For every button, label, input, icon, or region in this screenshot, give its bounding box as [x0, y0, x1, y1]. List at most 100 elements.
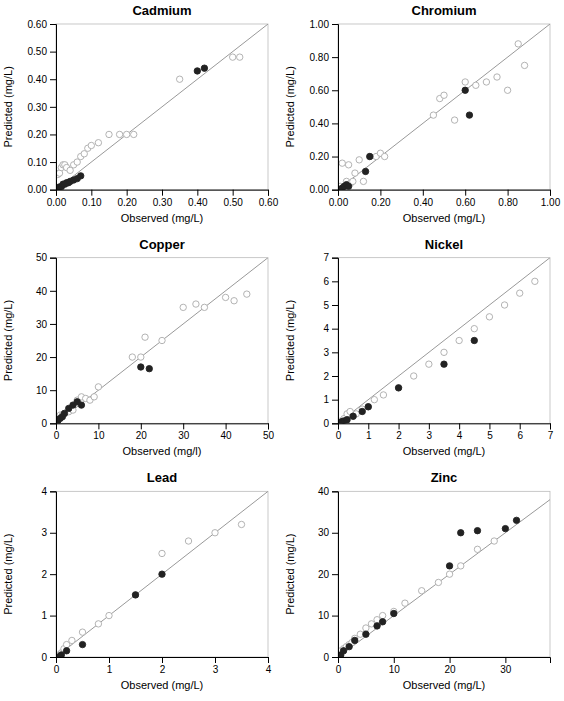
tick-label: 1 [323, 394, 329, 405]
tick: 4 [323, 323, 338, 334]
point [88, 142, 94, 148]
reference-line [338, 500, 550, 657]
tick-mark [332, 157, 338, 158]
tick: 6 [323, 276, 338, 287]
point [395, 385, 401, 391]
tick-label: 1.00 [310, 19, 330, 30]
tick-mark [50, 533, 56, 534]
panel: 0123401234LeadObserved (mg/L)Predicted (… [2, 470, 272, 691]
tick-mark [394, 657, 395, 663]
tick: 0.50 [223, 190, 243, 208]
tick: 1 [41, 610, 56, 621]
axis-line [50, 492, 57, 658]
tick-mark [332, 305, 338, 306]
point [367, 153, 373, 159]
axis-line [339, 658, 551, 664]
point [176, 76, 182, 82]
tick: 0.00 [329, 190, 349, 208]
tick-label: 0 [41, 652, 47, 663]
point [458, 530, 464, 536]
point [501, 302, 507, 308]
tick-label: 6 [517, 430, 523, 441]
marks [56, 491, 268, 657]
point [339, 160, 345, 166]
tick-label: 3 [427, 430, 433, 441]
tick-mark [162, 657, 163, 663]
reference-line [56, 24, 268, 190]
point [365, 404, 371, 410]
tick-mark [332, 24, 338, 25]
y-axis-title: Predicted (mg/L) [284, 300, 296, 381]
tick-mark [268, 190, 269, 196]
point [471, 337, 477, 343]
tick: 0.60 [456, 190, 476, 208]
point [106, 612, 112, 618]
tick-label: 3 [323, 347, 329, 358]
point [362, 168, 368, 174]
tick-label: 7 [548, 430, 554, 441]
tick: 5 [487, 423, 493, 441]
tick-mark [109, 657, 110, 663]
tick-mark [50, 134, 56, 135]
tick-mark [50, 574, 56, 575]
panel-title: Nickel [425, 237, 463, 252]
tick-label: 30 [500, 664, 512, 675]
panel: 0123456701234567NickelObserved (mg/L)Pre… [284, 237, 554, 458]
tick-label: 40 [221, 430, 233, 441]
y-axis-title: Predicted (mg/L) [284, 66, 296, 147]
point [344, 417, 350, 423]
tick-label: 40 [36, 286, 48, 297]
tick-mark [399, 423, 400, 429]
marks [338, 500, 550, 657]
tick-mark [332, 281, 338, 282]
tick-mark [332, 57, 338, 58]
y-axis-title: Predicted (mg/L) [2, 534, 14, 615]
tick-mark [489, 423, 490, 429]
y-axis: 01234567 [323, 252, 338, 429]
marks [56, 24, 268, 190]
point [79, 629, 85, 635]
point [466, 112, 472, 118]
plot-frame [56, 24, 268, 190]
tick-mark [505, 657, 506, 663]
point-series [56, 521, 245, 657]
point [229, 54, 235, 60]
axis-line [57, 190, 269, 196]
point [222, 294, 228, 300]
tick-mark [91, 190, 92, 196]
tick-label: 0.50 [223, 197, 243, 208]
point [363, 625, 369, 631]
tick-mark [50, 491, 56, 492]
point [402, 600, 408, 606]
tick-mark [50, 258, 56, 259]
x-axis-title: Observed (mg/L) [121, 212, 204, 224]
tick: 30 [318, 527, 338, 538]
y-axis: 01234 [41, 486, 56, 663]
point [435, 579, 441, 585]
point [395, 385, 401, 391]
tick: 6 [517, 423, 523, 441]
tick-mark [332, 616, 338, 617]
tick-mark [127, 190, 128, 196]
plot-frame [338, 24, 550, 190]
point [106, 131, 112, 137]
tick: 0.50 [28, 46, 56, 57]
tick-label: 1.00 [541, 197, 561, 208]
tick-mark [332, 190, 338, 191]
point-series [338, 538, 497, 654]
point-series [56, 291, 250, 420]
tick-mark [215, 657, 216, 663]
tick-label: 4 [266, 664, 272, 675]
point [345, 162, 351, 168]
tick-mark [233, 190, 234, 196]
tick-mark [50, 423, 56, 424]
tick-mark [332, 400, 338, 401]
tick: 5 [323, 300, 338, 311]
tick: 0.60 [310, 85, 338, 96]
tick-label: 10 [389, 664, 401, 675]
tick-label: 10 [36, 385, 48, 396]
point [116, 131, 122, 137]
point [374, 623, 380, 629]
tick: 40 [36, 286, 56, 297]
axis-line [50, 258, 57, 424]
